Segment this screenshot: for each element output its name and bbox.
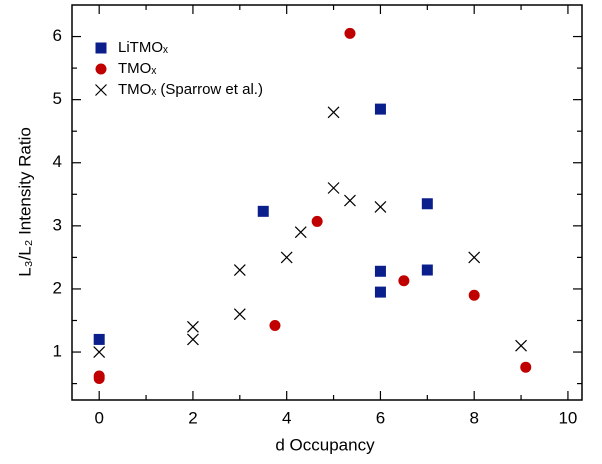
square-marker [93, 333, 105, 345]
cross-marker [327, 106, 340, 119]
square-marker [374, 265, 386, 277]
x-tick-label: 6 [376, 408, 385, 427]
cross-marker [233, 264, 246, 276]
x-tick-label: 0 [94, 408, 103, 427]
square-marker [374, 286, 386, 298]
legend-marker [95, 42, 107, 54]
legend-label: LiTMOₓ [118, 39, 168, 56]
cross-marker [233, 308, 246, 321]
legend-label: TMOₓ [118, 60, 156, 77]
y-tick-label: 1 [53, 342, 62, 361]
cross-marker [187, 333, 199, 346]
cross-marker [468, 251, 481, 264]
legend-marker [95, 84, 107, 96]
square-marker [374, 103, 386, 115]
x-tick-label: 10 [558, 408, 577, 427]
y-tick-label: 2 [53, 278, 62, 297]
legend-label: TMOₓ (Sparrow et al.) [118, 81, 263, 98]
circle-marker [344, 27, 356, 39]
square-marker [421, 198, 433, 210]
circle-marker [468, 289, 480, 301]
cross-marker [294, 226, 307, 239]
circle-marker [311, 215, 323, 227]
square-marker [257, 205, 269, 217]
cross-marker [280, 251, 293, 264]
x-tick-label: 2 [188, 408, 197, 427]
legend-marker [95, 63, 107, 75]
circle-marker [520, 361, 532, 373]
y-axis-label: L₃/L₂ Intensity Ratio [15, 127, 34, 277]
cross-marker [327, 182, 340, 194]
cross-marker [344, 194, 356, 207]
cross-marker [515, 339, 527, 352]
cross-marker [187, 320, 199, 333]
x-tick-label: 4 [282, 408, 291, 427]
y-tick-label: 6 [53, 26, 62, 45]
circle-marker [93, 373, 105, 385]
circle-marker [269, 320, 281, 332]
square-marker [421, 264, 433, 276]
cross-marker [93, 346, 106, 358]
y-tick-label: 5 [53, 89, 62, 108]
circle-marker [398, 275, 410, 287]
plot-frame [71, 4, 583, 401]
x-tick-label: 8 [469, 408, 478, 427]
y-tick-label: 3 [53, 215, 62, 234]
cross-marker [374, 200, 387, 213]
x-axis-label: d Occupancy [275, 435, 375, 454]
y-tick-label: 4 [53, 152, 62, 171]
